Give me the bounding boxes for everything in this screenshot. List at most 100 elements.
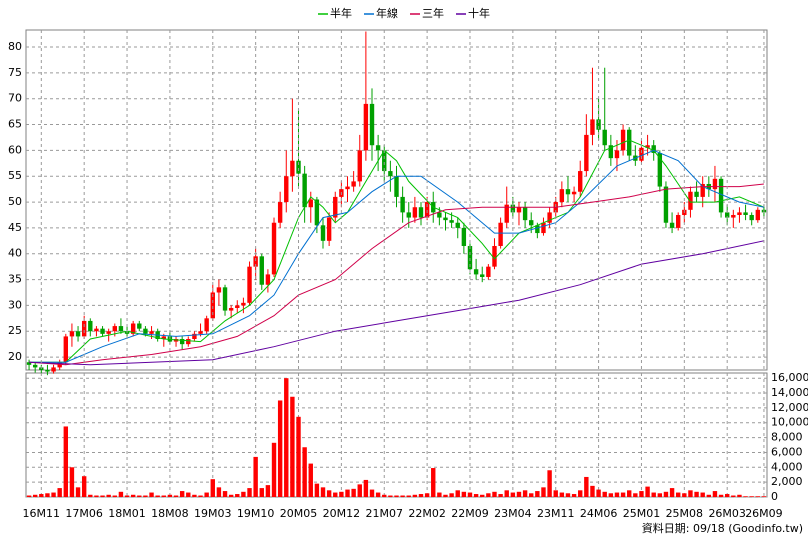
ma-line (29, 139, 765, 363)
candle-body (241, 302, 246, 306)
x-tick-label: 22M02 (408, 507, 446, 520)
candle-body (737, 212, 742, 215)
candle-body (724, 212, 730, 218)
volume-bar (688, 490, 693, 497)
volume-bar (602, 491, 607, 497)
volume-bar (137, 495, 142, 497)
volume-bar (553, 490, 558, 497)
candle-body (676, 214, 681, 228)
x-tick-label: 25M08 (666, 507, 704, 520)
volume-bar (228, 494, 234, 497)
x-tick-label: 19M03 (194, 507, 232, 520)
volume-bar (578, 490, 583, 497)
x-tick-label: 18M01 (108, 507, 146, 520)
volume-bar (161, 495, 166, 497)
x-tick-label: 26M03 (708, 507, 746, 520)
volume-bar (394, 495, 399, 497)
volume-bar (645, 486, 650, 497)
candle-body (26, 362, 32, 365)
candle-body (210, 292, 215, 319)
volume-bar (326, 490, 332, 497)
candle-body (522, 207, 528, 221)
candle-body (731, 214, 736, 218)
candle-body (222, 287, 228, 311)
volume-bar (155, 495, 160, 497)
candle-body (596, 119, 601, 130)
candle-body (271, 222, 277, 275)
candle-body (516, 207, 522, 213)
candle-body (369, 103, 375, 146)
volume-bar (26, 495, 32, 497)
candle-body (755, 209, 761, 221)
volume-bar (81, 476, 87, 497)
legend-label: 三年 (422, 6, 444, 20)
volume-bar (755, 496, 761, 497)
volume-bar (749, 496, 754, 497)
candle-body (130, 323, 136, 334)
volume-bar (45, 493, 50, 497)
volume-bar (363, 479, 369, 497)
volume-bar (706, 494, 712, 497)
candle-body (688, 191, 693, 210)
volume-bar (559, 492, 565, 497)
candle-body (235, 305, 240, 308)
volume-frame (25, 372, 768, 498)
volume-bar (277, 400, 283, 497)
volume-bar (541, 487, 546, 497)
candle-body (620, 129, 626, 151)
volume-bar (369, 489, 375, 497)
y-tick-label: 55 (8, 169, 22, 182)
volume-bar (639, 491, 644, 497)
x-tick-label: 16M11 (23, 507, 61, 520)
candle-body (69, 331, 75, 337)
volume-bar (461, 491, 467, 497)
volume-bar (192, 494, 197, 497)
y-tick-label: 25 (8, 324, 22, 337)
volume-bar (449, 493, 454, 497)
candle-body (51, 367, 56, 372)
volume-bar (400, 495, 405, 497)
volume-bar (627, 490, 632, 497)
y-tick-label: 6,000 (771, 445, 803, 458)
volume-bar (179, 491, 185, 497)
candle-body (81, 320, 87, 337)
volume-bar (302, 447, 307, 497)
candle-body (645, 145, 650, 148)
legend-label: 半年 (330, 6, 352, 20)
volume-bar (694, 491, 699, 497)
candle-body (504, 204, 509, 223)
candle-body (590, 119, 595, 135)
ma-line (29, 183, 764, 366)
volume-bar (480, 494, 485, 497)
candle-body (94, 328, 99, 332)
candle-body (308, 199, 313, 208)
volume-bar (737, 494, 742, 497)
candle-body (247, 266, 252, 303)
candle-body (75, 331, 81, 337)
volume-bar (522, 490, 528, 497)
volume-bar (492, 491, 497, 497)
candle-body (694, 191, 699, 197)
y-tick-label: 35 (8, 273, 22, 286)
y-tick-label: 2,000 (771, 475, 803, 488)
x-tick-label: 23M04 (494, 507, 532, 520)
candle-body (418, 207, 424, 218)
candle-body (63, 336, 69, 363)
volume-bar (333, 492, 338, 497)
ma-line (29, 149, 765, 363)
volume-bar (173, 495, 179, 497)
candle-body (314, 199, 320, 226)
volume-bar (57, 488, 62, 497)
candle-body (565, 189, 571, 195)
candle-body (584, 134, 589, 172)
candle-body (718, 178, 724, 213)
volume-bar (130, 494, 136, 497)
candle-body (32, 364, 38, 368)
volume-bar (682, 493, 687, 497)
x-tick-label: 23M11 (537, 507, 575, 520)
candle-body (137, 323, 142, 329)
candle-body (216, 287, 222, 293)
x-tick-label: 20M05 (280, 507, 318, 520)
y-tick-label: 80 (8, 40, 22, 53)
